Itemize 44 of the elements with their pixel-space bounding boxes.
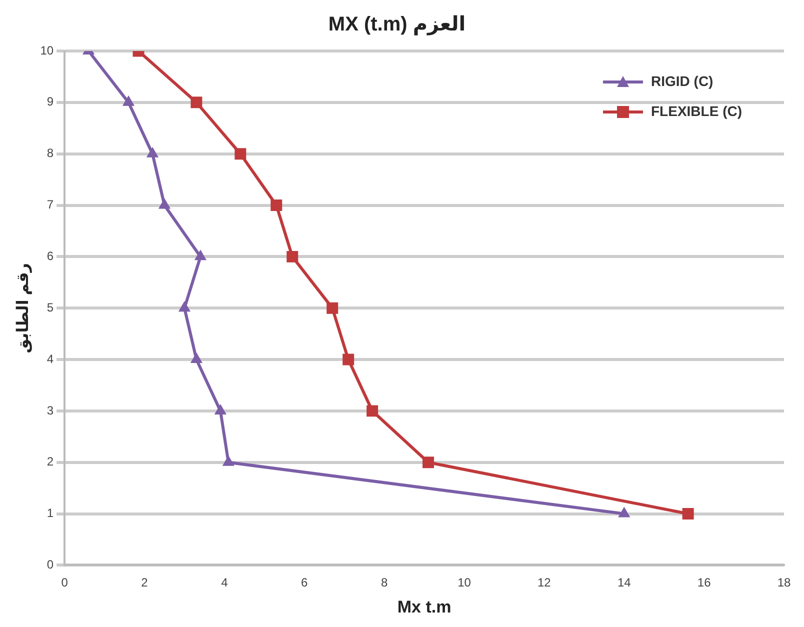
y-tick-label: 0 <box>46 558 54 572</box>
y-tick-label: 9 <box>46 94 54 109</box>
point <box>326 302 338 314</box>
y-tick-label: 1 <box>46 506 54 520</box>
legend-label: RIGID (C) <box>651 72 714 89</box>
legend-label: FLEXIBLE (C) <box>651 102 742 119</box>
point <box>160 200 170 209</box>
y-tick-label: 8 <box>46 146 54 160</box>
point <box>234 148 246 160</box>
y-tick-label: 10 <box>40 43 54 58</box>
point <box>682 508 694 520</box>
point <box>286 250 298 262</box>
x-axis-title: Mx t.m <box>397 597 452 616</box>
y-tick-label: 2 <box>46 454 54 469</box>
x-tick-label: 6 <box>301 576 308 590</box>
point <box>124 96 134 106</box>
point <box>215 405 226 414</box>
y-tick-label: 4 <box>46 352 54 366</box>
point <box>191 354 202 364</box>
point <box>619 508 630 518</box>
x-tick-label: 18 <box>777 576 791 590</box>
point <box>223 456 234 466</box>
x-tick-label: 16 <box>697 576 712 590</box>
x-tick-label: 0 <box>61 576 68 590</box>
x-tick-label: 12 <box>538 576 552 590</box>
point <box>270 200 282 212</box>
x-tick-label: 14 <box>617 576 632 590</box>
chart-title: MX (t.m) العزم <box>328 14 466 36</box>
point <box>422 456 434 468</box>
point <box>179 302 190 312</box>
point <box>366 405 378 417</box>
x-tick-label: 8 <box>380 576 388 590</box>
point <box>195 251 206 260</box>
x-tick-label: 2 <box>141 576 148 590</box>
y-tick-label: 5 <box>46 300 54 314</box>
point <box>342 354 354 366</box>
x-tick-label: 10 <box>458 576 472 590</box>
y-axis-title: رقم الطابق <box>15 263 32 354</box>
y-tick-label: 7 <box>46 198 54 212</box>
x-tick-label: 4 <box>221 576 228 590</box>
point <box>148 148 158 158</box>
point <box>190 96 202 108</box>
y-tick-label: 6 <box>46 248 54 263</box>
y-tick-label: 3 <box>46 403 54 418</box>
